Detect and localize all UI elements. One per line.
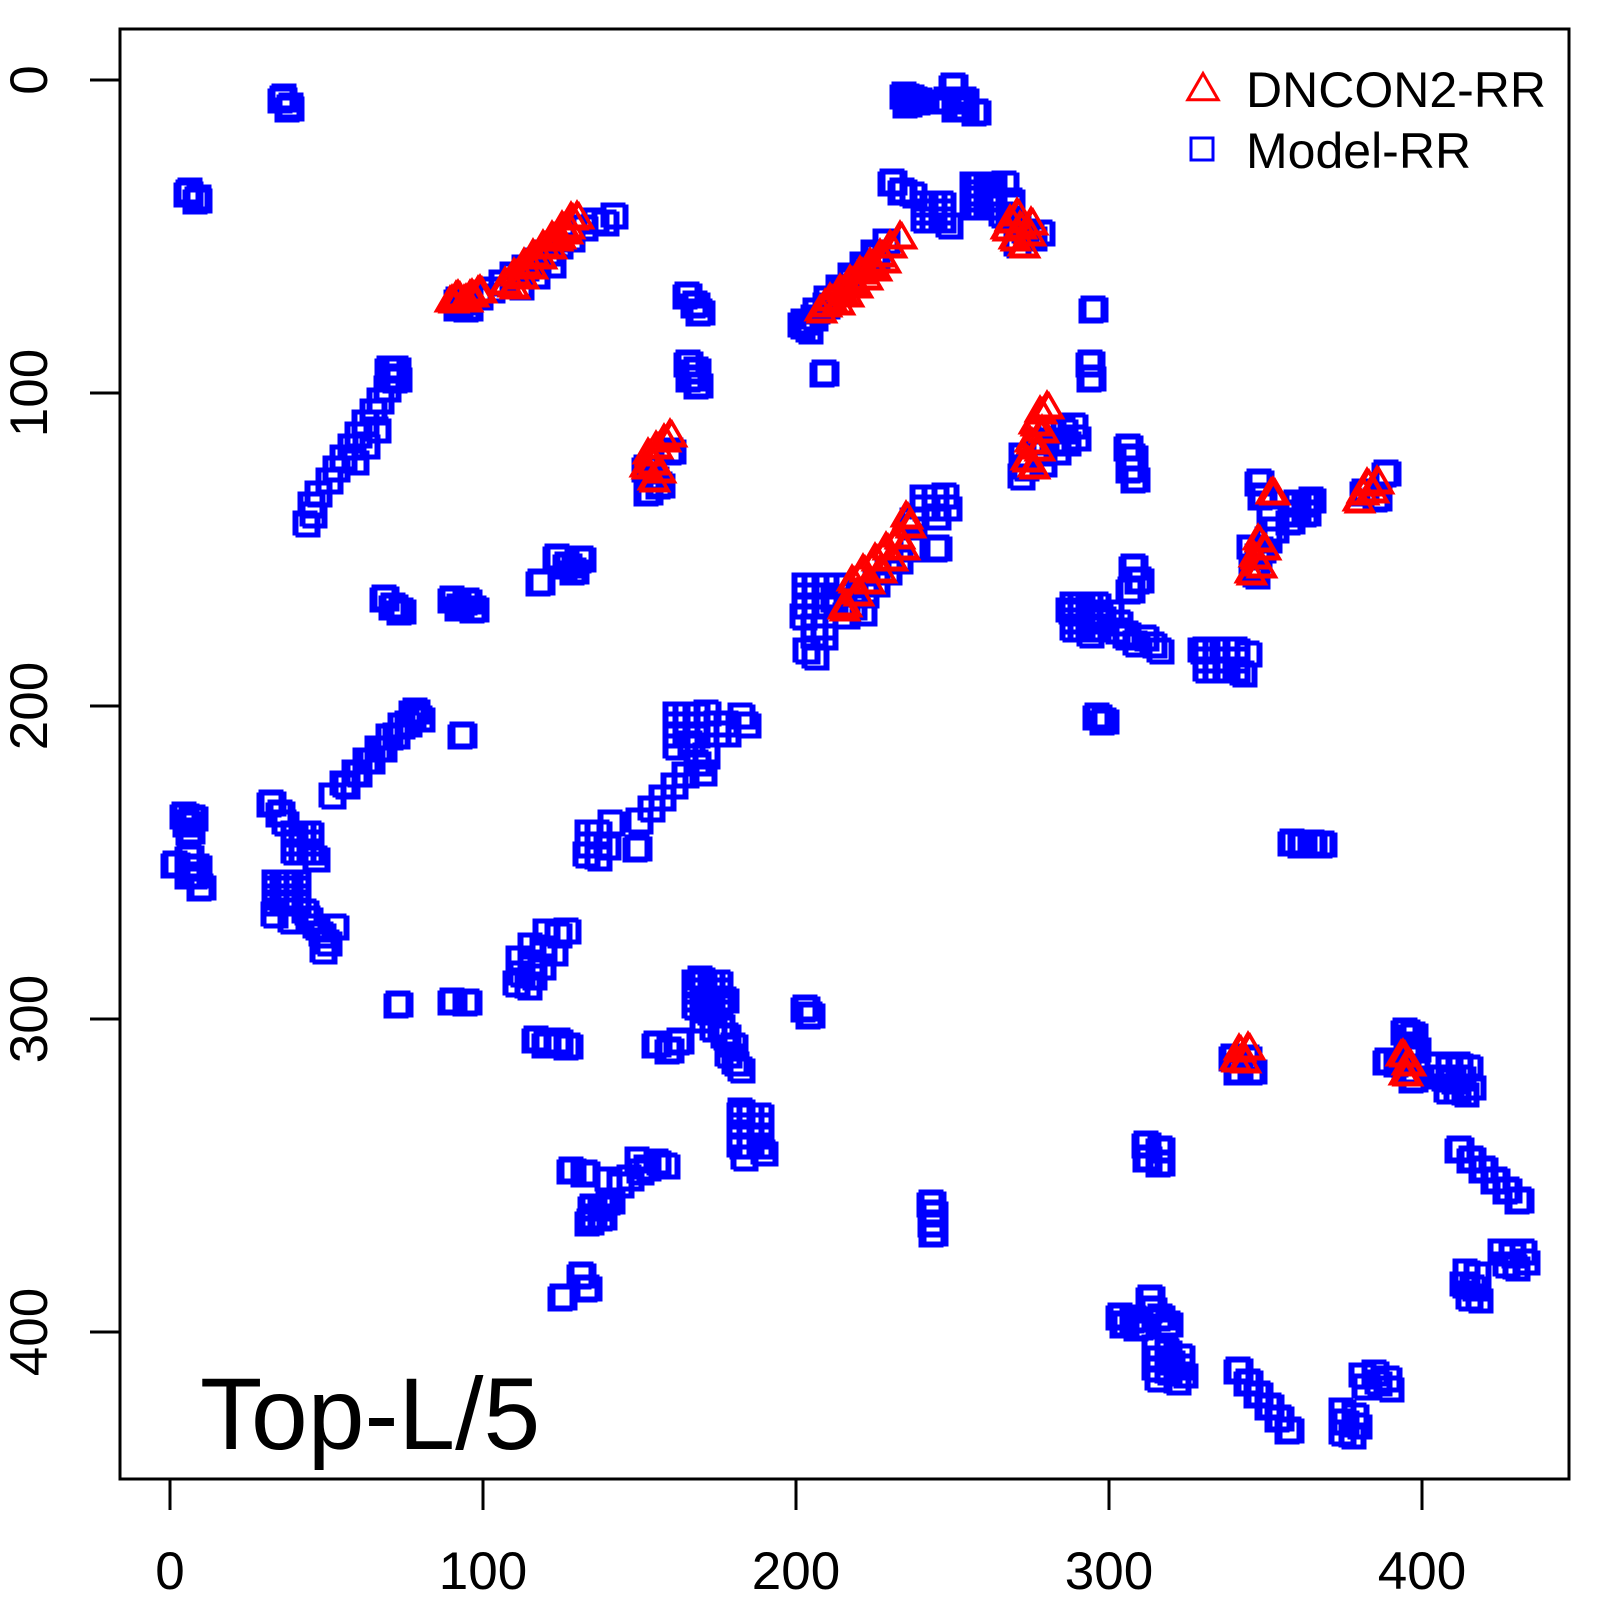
- svg-text:0: 0: [0, 65, 59, 94]
- svg-text:300: 300: [0, 975, 59, 1063]
- svg-text:300: 300: [1065, 1542, 1153, 1600]
- svg-text:Model-RR: Model-RR: [1246, 123, 1471, 179]
- svg-text:400: 400: [1378, 1542, 1466, 1600]
- svg-text:100: 100: [439, 1542, 527, 1600]
- svg-text:400: 400: [0, 1288, 59, 1376]
- svg-text:200: 200: [752, 1542, 840, 1600]
- svg-text:0: 0: [155, 1542, 184, 1600]
- svg-text:Top-L/5: Top-L/5: [200, 1357, 540, 1471]
- svg-text:200: 200: [0, 662, 59, 750]
- svg-text:100: 100: [0, 349, 59, 437]
- svg-text:DNCON2-RR: DNCON2-RR: [1246, 62, 1546, 118]
